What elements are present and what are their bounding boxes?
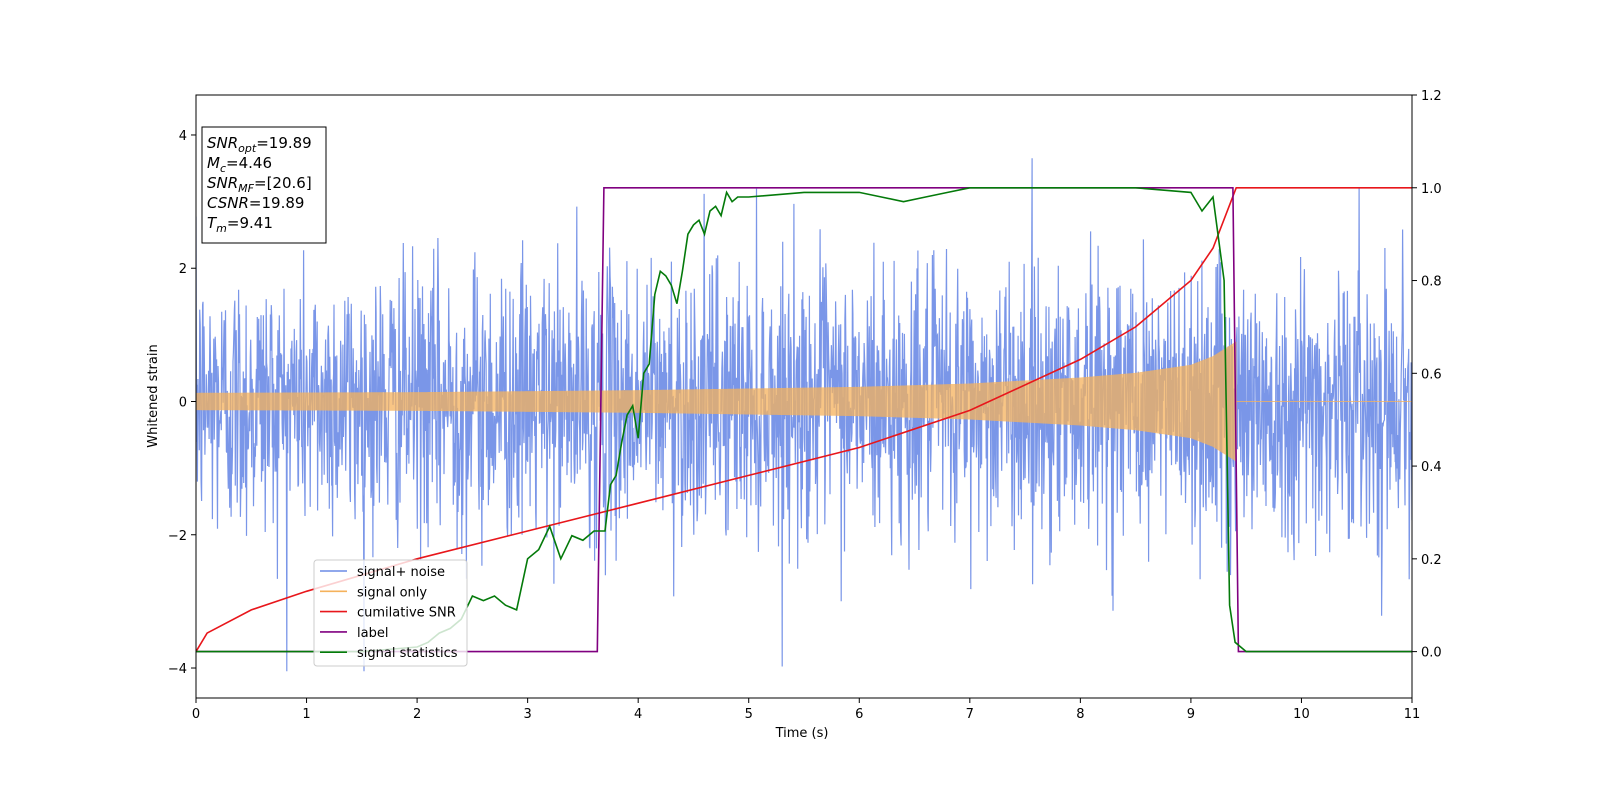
x-tick-label: 7 bbox=[966, 707, 974, 722]
series-layer bbox=[196, 158, 1412, 672]
stats-line: Tm=9.41 bbox=[207, 214, 273, 235]
x-tick-label: 1 bbox=[302, 707, 310, 722]
stats-box-frame bbox=[201, 126, 327, 244]
legend-entry: signal+ noise bbox=[357, 565, 445, 580]
y-axis-left: −4 −2 0 2 4 bbox=[168, 129, 196, 677]
stats-box: SNRopt=19.89Mc=4.46SNRMF=[20.6]CSNR=19.8… bbox=[201, 126, 327, 244]
y-axis-right: 0.0 0.2 0.4 0.6 0.8 1.0 1.2 bbox=[1412, 89, 1442, 661]
legend: signal+ noise signal only cumilative SNR la… bbox=[313, 559, 468, 667]
series-cumilative-snr bbox=[196, 187, 1412, 653]
stats-line: SNRMF=[20.6] bbox=[207, 174, 312, 195]
y-axis-label: Whitened strain bbox=[146, 344, 161, 447]
legend-entry: cumilative SNR bbox=[357, 606, 456, 621]
x-tick-label: 9 bbox=[1187, 707, 1195, 722]
x-tick-label: 2 bbox=[413, 707, 421, 722]
y2-tick-label: 0.2 bbox=[1421, 553, 1442, 568]
x-axis: 0 1 2 3 4 5 6 7 8 9 10 11 bbox=[192, 698, 1420, 722]
x-tick-label: 8 bbox=[1076, 707, 1084, 722]
legend-entry: label bbox=[357, 626, 388, 641]
y-tick-label: −2 bbox=[168, 529, 187, 544]
y-tick-label: 0 bbox=[179, 395, 187, 410]
y2-tick-label: 1.2 bbox=[1421, 89, 1442, 104]
x-tick-label: 11 bbox=[1404, 707, 1421, 722]
stats-line: CSNR=19.89 bbox=[207, 194, 304, 212]
y-tick-label: 4 bbox=[179, 129, 187, 144]
y2-tick-label: 1.0 bbox=[1421, 182, 1442, 197]
y2-tick-label: 0.8 bbox=[1421, 275, 1442, 290]
x-tick-label: 3 bbox=[523, 707, 531, 722]
y2-tick-label: 0.0 bbox=[1421, 646, 1442, 661]
x-tick-label: 6 bbox=[855, 707, 863, 722]
plot-frame bbox=[195, 94, 1413, 699]
x-tick-label: 5 bbox=[745, 707, 753, 722]
series-signal-only bbox=[196, 341, 1412, 462]
x-axis-label: Time (s) bbox=[775, 726, 829, 741]
y-tick-label: −4 bbox=[168, 662, 187, 677]
series-signal-statistics bbox=[196, 187, 1412, 653]
y2-tick-label: 0.6 bbox=[1421, 367, 1442, 382]
x-tick-label: 0 bbox=[192, 707, 200, 722]
y-tick-label: 2 bbox=[179, 262, 187, 277]
stats-line: SNRopt=19.89 bbox=[207, 134, 312, 155]
legend-entry: signal statistics bbox=[357, 646, 458, 661]
x-tick-label: 4 bbox=[634, 707, 642, 722]
x-tick-label: 10 bbox=[1293, 707, 1310, 722]
stats-line: Mc=4.46 bbox=[207, 154, 272, 175]
legend-entry: signal only bbox=[357, 585, 427, 600]
legend-frame bbox=[313, 559, 468, 667]
y2-tick-label: 0.4 bbox=[1421, 460, 1442, 475]
